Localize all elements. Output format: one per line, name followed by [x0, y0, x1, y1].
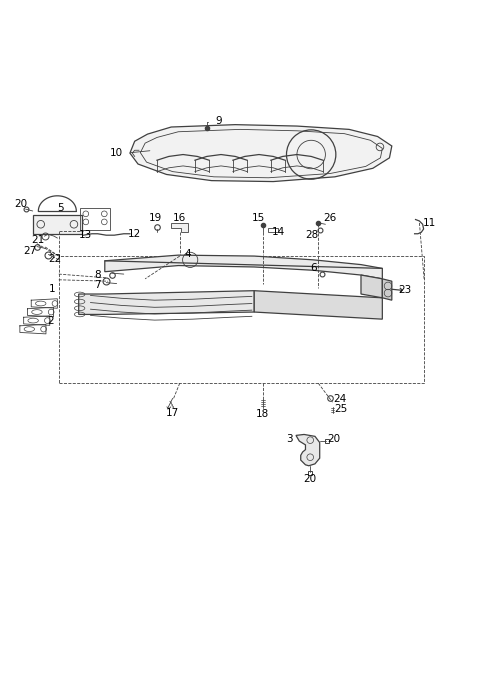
- Bar: [80, 208, 110, 230]
- Text: 9: 9: [216, 116, 222, 126]
- Text: 2: 2: [47, 316, 54, 326]
- Text: 16: 16: [173, 213, 186, 223]
- Text: 13: 13: [79, 230, 93, 240]
- Polygon shape: [79, 290, 254, 314]
- Text: 14: 14: [271, 228, 285, 237]
- Polygon shape: [254, 290, 383, 319]
- Text: 27: 27: [24, 246, 37, 256]
- Text: 3: 3: [287, 434, 293, 444]
- Text: 18: 18: [256, 409, 269, 419]
- Text: 26: 26: [324, 213, 337, 223]
- Text: 28: 28: [305, 230, 319, 240]
- Text: 7: 7: [95, 279, 101, 290]
- Text: 4: 4: [184, 248, 191, 259]
- Text: 12: 12: [128, 229, 141, 239]
- Text: 5: 5: [57, 203, 64, 213]
- Text: 24: 24: [333, 394, 346, 405]
- Polygon shape: [33, 215, 82, 234]
- Polygon shape: [296, 435, 320, 466]
- Text: 8: 8: [95, 270, 101, 280]
- Text: 20: 20: [327, 434, 340, 444]
- Polygon shape: [130, 125, 392, 181]
- Text: 10: 10: [110, 148, 123, 158]
- Text: 20: 20: [304, 474, 317, 484]
- Text: 15: 15: [252, 213, 264, 223]
- Bar: [59, 256, 424, 383]
- Polygon shape: [361, 275, 383, 298]
- Text: 11: 11: [423, 218, 436, 228]
- Text: 23: 23: [398, 285, 412, 295]
- Polygon shape: [171, 223, 188, 232]
- Text: 19: 19: [149, 213, 162, 223]
- Polygon shape: [383, 279, 392, 300]
- Text: 1: 1: [48, 284, 55, 294]
- Text: 20: 20: [14, 199, 27, 209]
- Text: 22: 22: [48, 254, 61, 264]
- Text: 17: 17: [166, 407, 179, 418]
- Text: 21: 21: [32, 235, 45, 246]
- Polygon shape: [105, 255, 383, 279]
- Text: 25: 25: [334, 405, 347, 414]
- Text: 6: 6: [310, 263, 317, 274]
